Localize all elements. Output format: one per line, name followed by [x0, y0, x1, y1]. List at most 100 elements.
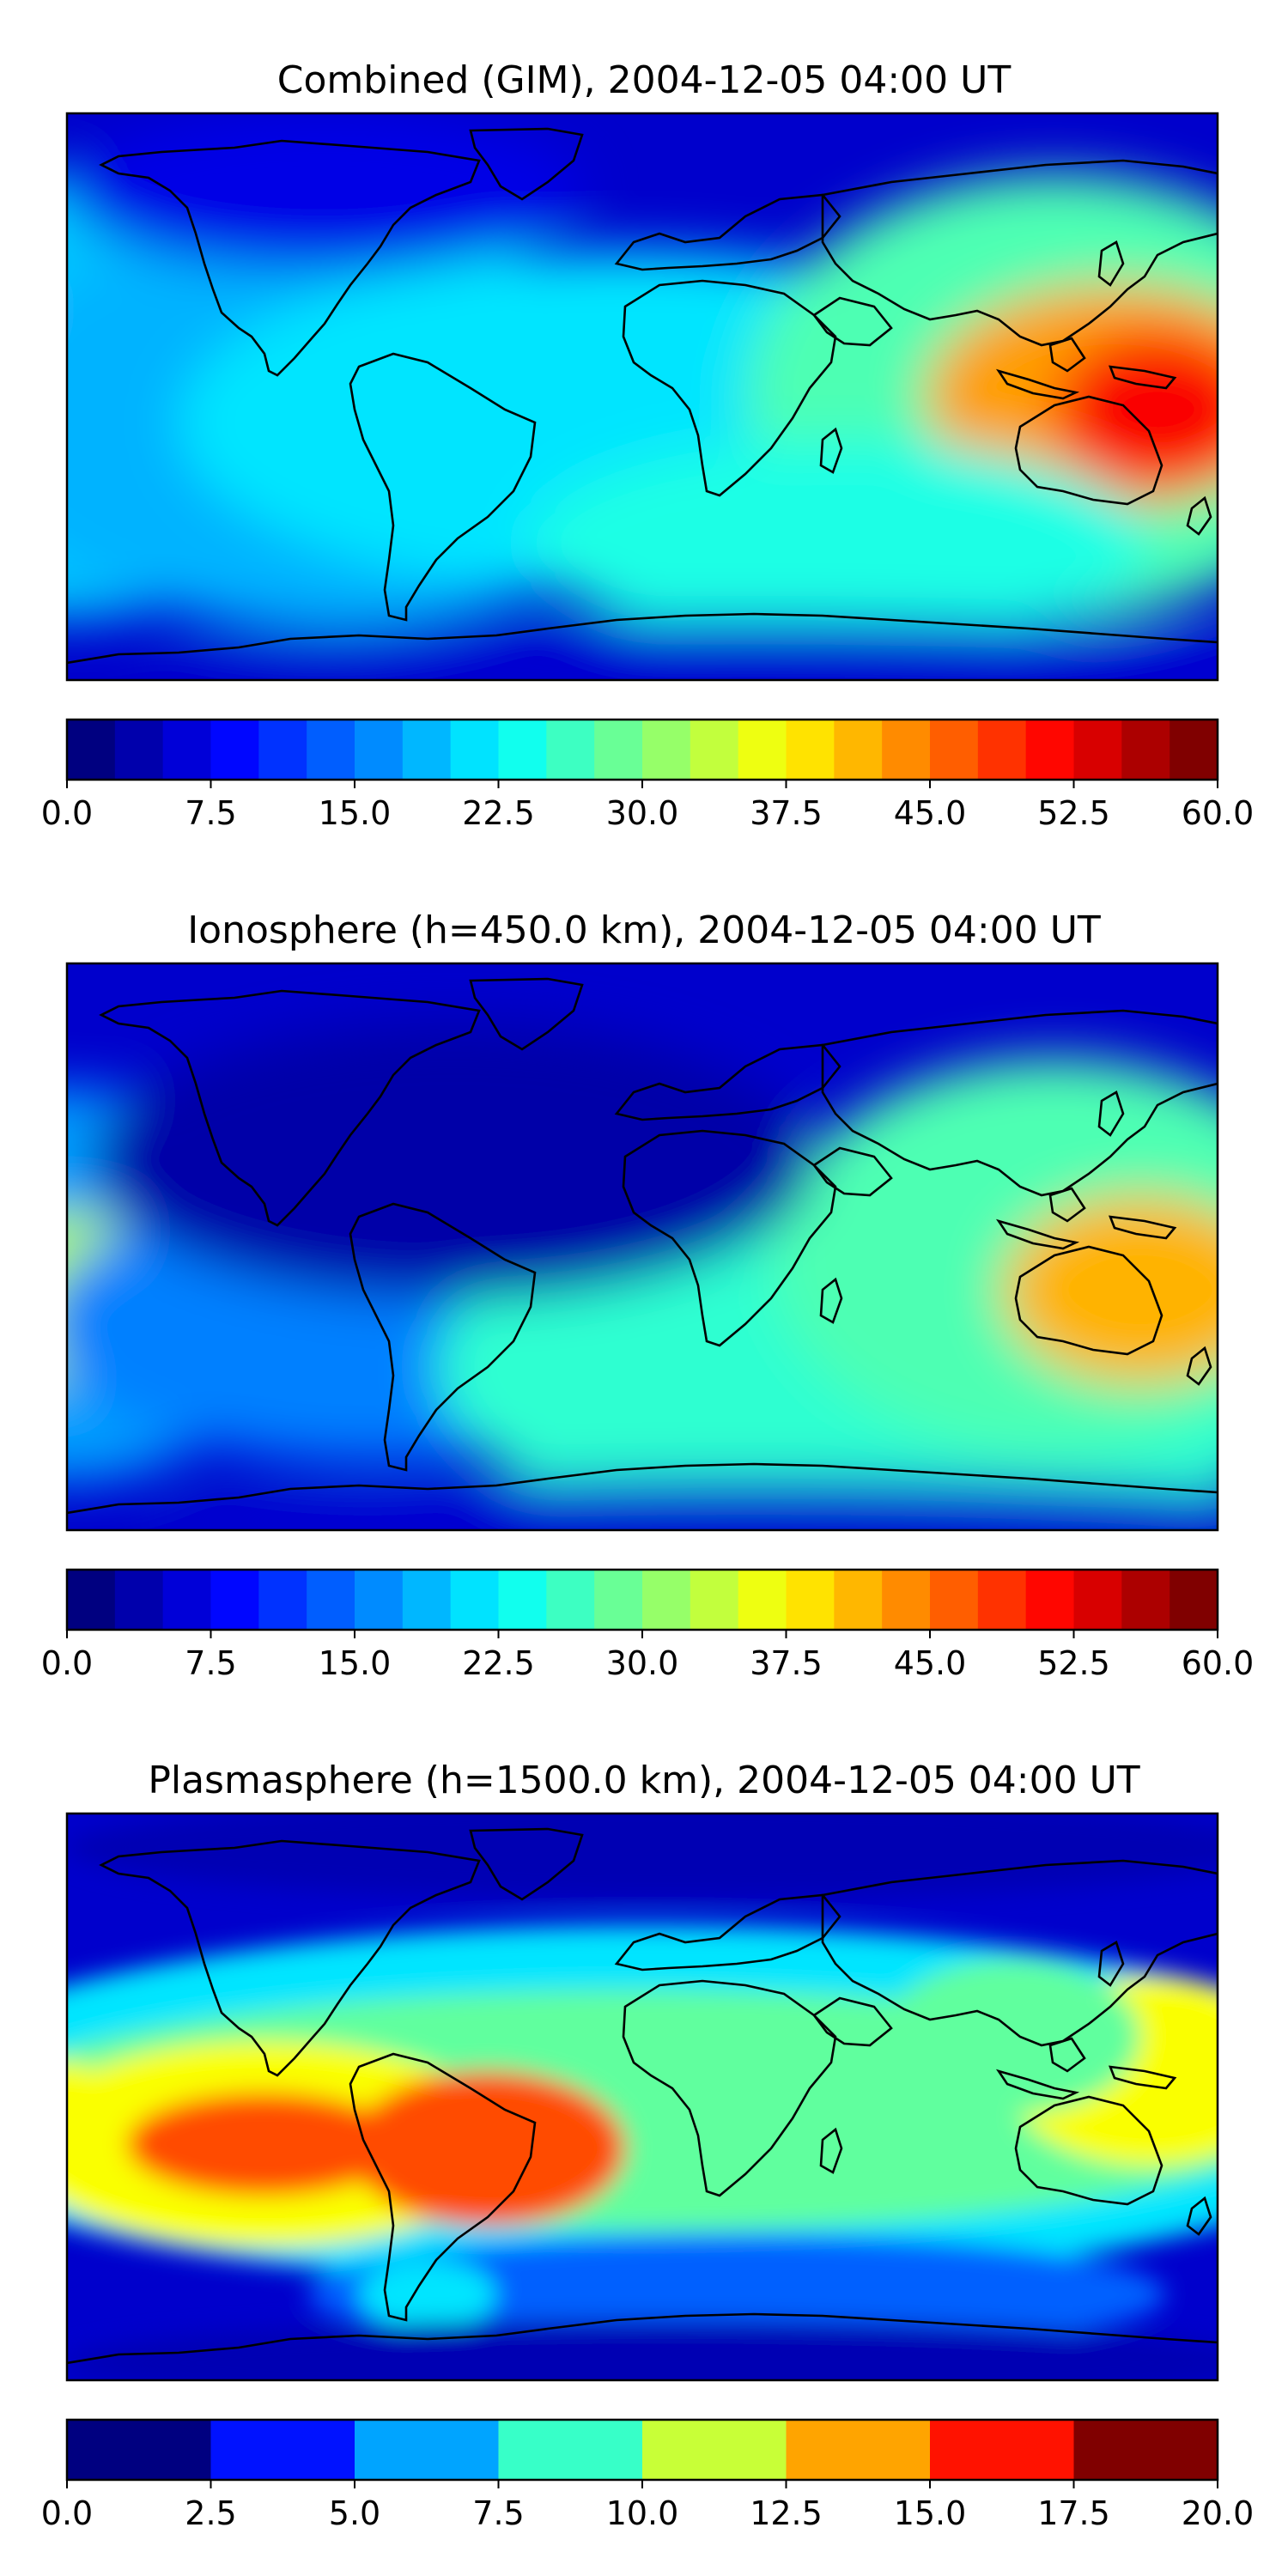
- colorbar-tick-label: 5.0: [329, 2494, 380, 2532]
- colorbar-tick-label: 2.5: [185, 2494, 236, 2532]
- colorbar-tick-label: 7.5: [185, 794, 236, 832]
- colorbar-segment: [1025, 1570, 1075, 1630]
- field-region: [359, 2260, 496, 2329]
- colorbar-segment: [1073, 720, 1122, 780]
- field-region: [67, 2063, 118, 2200]
- colorbar-segment: [402, 1570, 452, 1630]
- map-frame: [65, 1812, 1219, 2382]
- colorbar-segment: [1121, 720, 1170, 780]
- field-contours: [67, 1814, 1218, 2380]
- field-region: [1003, 1195, 1218, 1384]
- panel-title: Plasmasphere (h=1500.0 km), 2004-12-05 0…: [148, 1759, 1139, 1802]
- colorbar: 0.0 2.5 5.0 7.5 10.0 12.5 15.0 17.5 20.0: [41, 2418, 1254, 2532]
- map-field: [67, 1814, 1218, 2380]
- colorbar-segment: [67, 1570, 116, 1630]
- map-frame: [65, 112, 1219, 682]
- colorbar-tick-label: 10.0: [606, 2494, 679, 2532]
- colorbar-segment: [258, 1570, 307, 1630]
- colorbar-tick-label: 52.5: [1037, 794, 1110, 832]
- colorbar-segment: [786, 720, 835, 780]
- colorbar-segment: [355, 2420, 500, 2480]
- colorbar-segment: [977, 1570, 1027, 1630]
- field-region: [127, 2093, 402, 2196]
- colorbar-tick-label: 0.0: [41, 1644, 93, 1682]
- field-region: [153, 620, 1218, 680]
- colorbar-segment: [498, 2420, 643, 2480]
- colorbar-segment: [67, 2420, 212, 2480]
- colorbar-segment: [355, 1570, 404, 1630]
- map-field: [67, 113, 1218, 680]
- colorbar-segment: [882, 1570, 931, 1630]
- colorbar-tick-label: 17.5: [1037, 2494, 1110, 2532]
- colorbar-tick-label: 30.0: [606, 1644, 679, 1682]
- colorbar-segment: [1025, 720, 1075, 780]
- colorbar-tick-label: 15.0: [319, 794, 392, 832]
- colorbar-segment: [930, 2420, 1075, 2480]
- colorbar-segment: [1170, 720, 1218, 780]
- map-field: [67, 963, 1218, 1530]
- colorbar-segment: [690, 720, 739, 780]
- colorbar-segment: [834, 720, 883, 780]
- panel-plasmasphere: Plasmasphere (h=1500.0 km), 2004-12-05 0…: [41, 1759, 1255, 2532]
- colorbar-segment: [1073, 1570, 1122, 1630]
- colorbar-segment: [594, 720, 643, 780]
- colorbar-segment: [546, 720, 595, 780]
- field-region: [67, 1814, 1218, 1899]
- colorbar-segment: [258, 720, 307, 780]
- colorbar-tick-label: 0.0: [41, 2494, 93, 2532]
- colorbar-segment: [930, 720, 979, 780]
- colorbar-segment: [1073, 2420, 1218, 2480]
- colorbar-segment: [786, 1570, 835, 1630]
- field-region: [67, 113, 582, 268]
- colorbar-tick-label: 0.0: [41, 794, 93, 832]
- colorbar: 0.0 7.5 15.0 22.5 30.0 37.5 45.0 52.5 60.0: [41, 718, 1254, 832]
- field-contours: [67, 113, 1218, 680]
- field-region: [350, 2071, 625, 2226]
- colorbar-segment: [210, 720, 259, 780]
- colorbar-segment: [977, 720, 1027, 780]
- colorbar-tick-label: 45.0: [894, 794, 967, 832]
- colorbar-segment: [546, 1570, 595, 1630]
- colorbar-segment: [114, 720, 164, 780]
- colorbar-tick-label: 15.0: [319, 1644, 392, 1682]
- field-region: [531, 440, 1149, 646]
- field-region: [93, 1024, 814, 1298]
- colorbar-segment: [307, 720, 355, 780]
- colorbar-segment: [786, 2420, 931, 2480]
- colorbar-segment: [882, 720, 931, 780]
- colorbar-tick-label: 52.5: [1037, 1644, 1110, 1682]
- colorbar-segment: [114, 1570, 164, 1630]
- colorbar-tick-label: 15.0: [894, 2494, 967, 2532]
- colorbar-segment: [1121, 1570, 1170, 1630]
- colorbar-segment: [162, 720, 212, 780]
- colorbar: 0.0 7.5 15.0 22.5 30.0 37.5 45.0 52.5 60.0: [41, 1568, 1254, 1682]
- colorbar-segment: [1170, 1570, 1218, 1630]
- colorbar-segment: [690, 1570, 739, 1630]
- colorbar-segment: [498, 1570, 547, 1630]
- colorbar-tick-label: 22.5: [462, 1644, 535, 1682]
- colorbar-tick-label: 7.5: [472, 2494, 524, 2532]
- panel-title: Combined (GIM), 2004-12-05 04:00 UT: [277, 58, 1012, 102]
- colorbar-tick-label: 7.5: [185, 1644, 236, 1682]
- colorbar-segment: [67, 720, 116, 780]
- colorbar-tick-label: 45.0: [894, 1644, 967, 1682]
- map-frame: [65, 962, 1219, 1532]
- colorbar-tick-label: 22.5: [462, 794, 535, 832]
- panel-combined: Combined (GIM), 2004-12-05 04:00 UT 0.0 7.…: [41, 58, 1255, 832]
- colorbar-segment: [642, 2420, 787, 2480]
- colorbar-segment: [210, 1570, 259, 1630]
- colorbar-segment: [355, 720, 404, 780]
- colorbar-segment: [594, 1570, 643, 1630]
- field-region: [883, 1959, 1140, 2114]
- colorbar-segment: [402, 720, 452, 780]
- colorbar-tick-label: 37.5: [750, 1644, 823, 1682]
- colorbar-segment: [450, 720, 500, 780]
- colorbar-segment: [642, 720, 691, 780]
- field-region: [1054, 332, 1218, 487]
- colorbar-segment: [738, 720, 787, 780]
- colorbar-segment: [930, 1570, 979, 1630]
- colorbar-tick-label: 30.0: [606, 794, 679, 832]
- colorbar-segment: [834, 1570, 883, 1630]
- colorbar-segment: [738, 1570, 787, 1630]
